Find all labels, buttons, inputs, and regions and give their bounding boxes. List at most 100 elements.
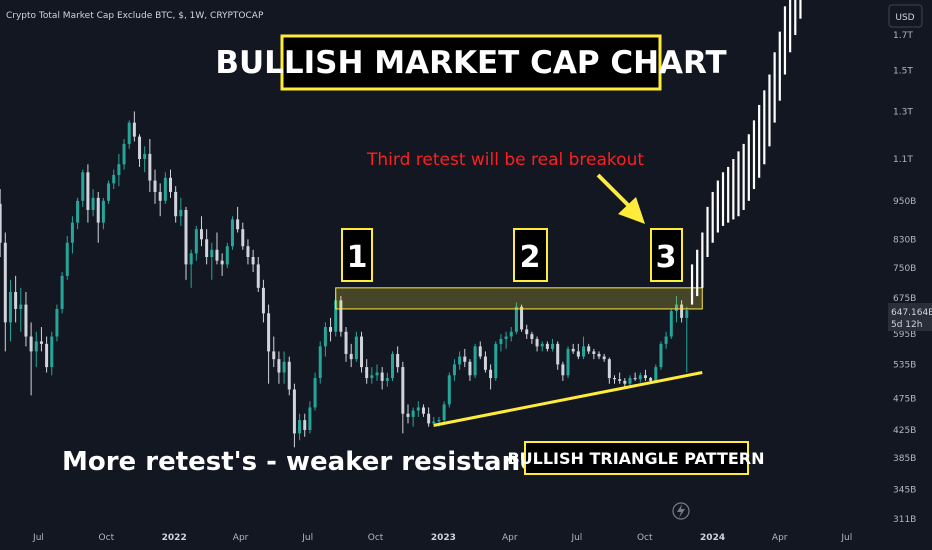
- candle: [287, 356, 291, 396]
- price-tick-label: 311B: [893, 515, 916, 525]
- candle: [509, 327, 513, 342]
- candle: [680, 300, 684, 323]
- time-tick-label: Jul: [840, 533, 852, 543]
- candle: [478, 341, 482, 360]
- candle: [189, 249, 193, 288]
- retest-box-3: [650, 228, 683, 282]
- projection-bar: [763, 90, 766, 165]
- candle: [122, 139, 126, 170]
- symbol-title[interactable]: Crypto Total Market Cap Exclude BTC, $, …: [6, 11, 264, 21]
- time-tick-label: Apr: [772, 533, 788, 543]
- title-box: [280, 34, 662, 91]
- candle: [153, 169, 157, 204]
- candle: [545, 341, 549, 352]
- candle: [654, 364, 658, 383]
- candles-layer: [0, 111, 689, 448]
- candle: [499, 334, 503, 352]
- candle: [561, 361, 565, 381]
- time-tick-label: Oct: [99, 533, 115, 543]
- candle: [633, 372, 637, 381]
- candle: [421, 404, 425, 417]
- candle: [70, 216, 74, 254]
- candle: [3, 232, 7, 352]
- price-tick-label: 595B: [893, 330, 916, 340]
- arrow-icon: [596, 173, 645, 224]
- candle: [163, 172, 167, 204]
- candle: [236, 206, 240, 233]
- currency-button[interactable]: [888, 4, 923, 28]
- candle: [45, 336, 49, 373]
- retest-label-3: 3: [656, 240, 677, 275]
- projection-bar: [727, 166, 730, 223]
- price-tick-label: 475B: [893, 394, 916, 404]
- candle: [458, 351, 462, 370]
- candle: [179, 197, 183, 226]
- price-tick-label: 1.7T: [893, 31, 913, 41]
- candle: [76, 197, 80, 230]
- time-tick-label: 2022: [162, 533, 187, 543]
- projection-bar: [711, 191, 714, 243]
- candle: [143, 146, 147, 173]
- candle: [566, 346, 570, 379]
- projection-bar: [732, 159, 735, 220]
- candle: [525, 324, 529, 339]
- candle: [628, 375, 632, 387]
- candle: [323, 322, 327, 357]
- candle: [365, 359, 369, 384]
- projection-bar: [696, 249, 699, 297]
- last-price: 647.164B: [891, 308, 932, 318]
- candle: [602, 353, 606, 362]
- candle: [19, 287, 23, 332]
- projection-bar: [690, 264, 694, 305]
- currency-label: USD: [895, 13, 914, 23]
- candle: [494, 341, 498, 381]
- time-tick-label: Jul: [301, 533, 313, 543]
- candle: [416, 401, 420, 417]
- candle: [354, 331, 358, 362]
- candle: [8, 279, 12, 342]
- price-tick-label: 675B: [893, 294, 916, 304]
- price-tick-label: 1.1T: [893, 155, 913, 165]
- projection-bar: [773, 52, 776, 123]
- candle: [463, 348, 467, 368]
- candle: [96, 191, 100, 243]
- projection-layer: [690, 0, 802, 305]
- candle: [81, 169, 85, 207]
- candle: [447, 372, 451, 408]
- candle: [107, 180, 111, 204]
- candle: [39, 327, 43, 352]
- time-axis[interactable]: AprJulOct2022AprJulOct2023AprJulOct2024A…: [0, 533, 852, 543]
- projection-bar: [783, 6, 787, 75]
- candle: [344, 327, 348, 362]
- time-tick-label: Jul: [32, 533, 44, 543]
- candle: [391, 351, 394, 381]
- candle: [298, 413, 302, 441]
- candle: [112, 169, 116, 190]
- price-axis[interactable]: 1.7T 1.5T 1.3T 1.1T 950B 830B 750B 675B 595B 535B…: [893, 31, 916, 525]
- retest-box-1: [341, 228, 373, 282]
- candle: [643, 369, 647, 381]
- candle: [303, 413, 307, 437]
- candle: [587, 343, 591, 354]
- candle: [597, 351, 601, 360]
- candle: [256, 256, 260, 292]
- candle: [411, 407, 415, 427]
- candle: [514, 302, 518, 335]
- candle: [540, 341, 544, 352]
- candle: [14, 275, 18, 323]
- candle: [489, 364, 493, 390]
- candle: [535, 336, 539, 352]
- projection-bar: [706, 206, 709, 257]
- candle: [261, 279, 265, 323]
- retest-label-1: 1: [347, 240, 368, 275]
- candle: [571, 343, 575, 354]
- lightning-icon[interactable]: [672, 502, 690, 520]
- candle: [267, 304, 271, 384]
- retest-label-2: 2: [520, 240, 541, 275]
- candle: [132, 111, 136, 142]
- candle: [210, 242, 214, 280]
- candle: [669, 308, 673, 339]
- time-tick-label: Apr: [502, 533, 518, 543]
- candle: [318, 341, 322, 384]
